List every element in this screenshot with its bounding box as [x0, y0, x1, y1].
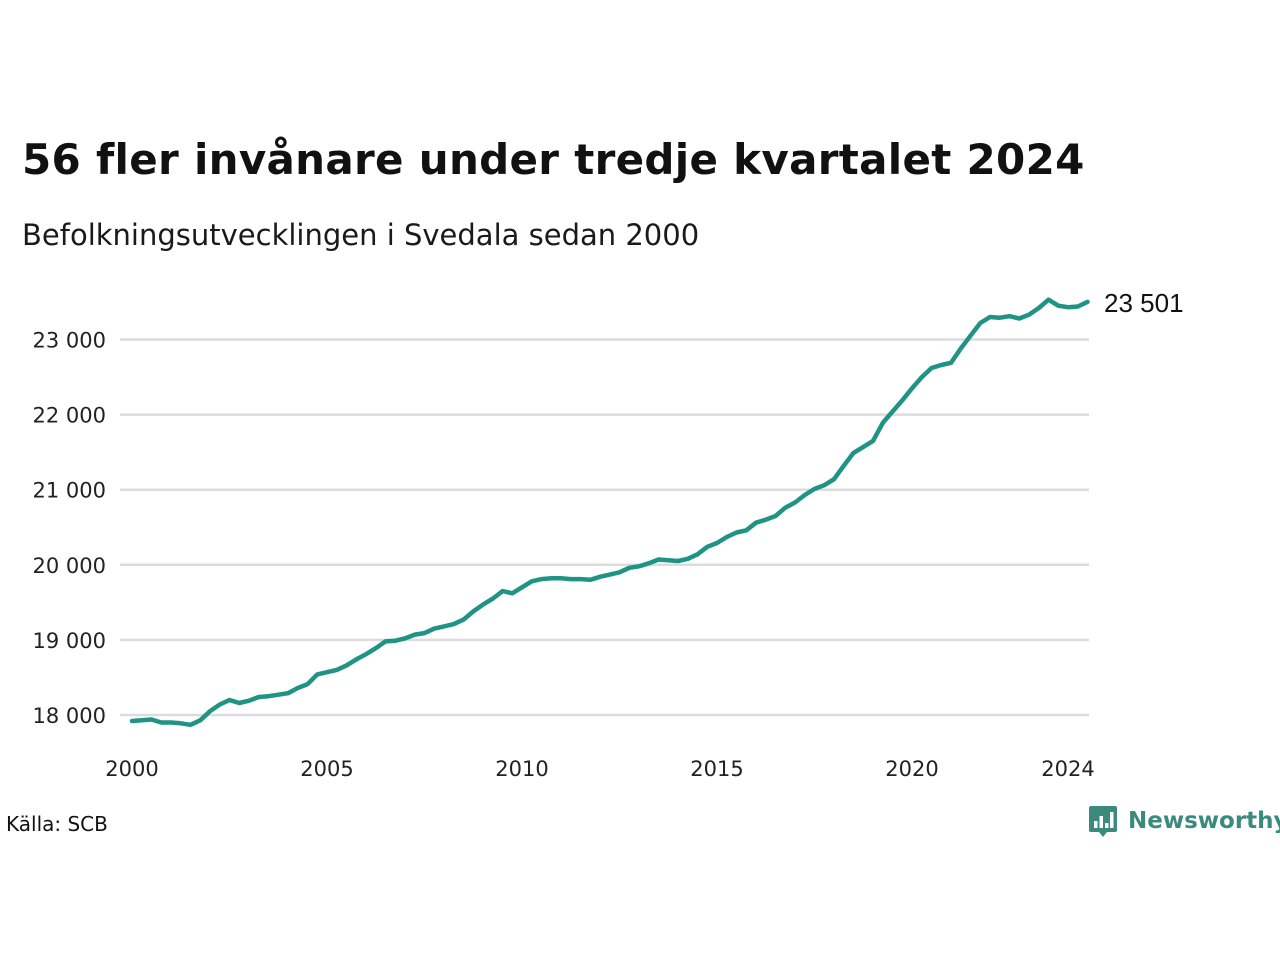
- x-tick-label: 2000: [105, 757, 158, 781]
- series-group: [129, 297, 1090, 728]
- y-tick-label: 23 000: [33, 329, 106, 353]
- newsworthy-logo-icon: [1089, 806, 1117, 837]
- source-note: Källa: SCB: [6, 812, 108, 836]
- line-chart: 18 000 19 000 20 000 21 000 22 000 23 000 200…: [33, 288, 1184, 781]
- y-axis: 18 000 19 000 20 000 21 000 22 000 23 000: [33, 329, 106, 729]
- brand-logo: Newsworthy: [1088, 804, 1280, 838]
- chart-title: 56 fler invånare under tredje kvartalet …: [22, 135, 1085, 184]
- y-tick-label: 21 000: [33, 479, 106, 503]
- x-tick-label: 2010: [495, 757, 548, 781]
- brand-name: Newsworthy: [1128, 808, 1280, 834]
- chart-subtitle: Befolkningsutvecklingen i Svedala sedan …: [22, 218, 700, 252]
- x-axis: 2000 2005 2010 2015 2020 2024: [105, 757, 1094, 781]
- x-tick-label: 2024: [1041, 757, 1094, 781]
- grid-lines: [120, 338, 1089, 717]
- y-tick-label: 19 000: [33, 629, 106, 653]
- y-tick-label: 22 000: [33, 404, 106, 428]
- x-tick-label: 2005: [300, 757, 353, 781]
- end-value-label: 23 501: [1104, 288, 1184, 318]
- x-tick-label: 2020: [885, 757, 938, 781]
- population-line: [129, 297, 1090, 728]
- x-tick-label: 2015: [690, 757, 743, 781]
- y-tick-label: 18 000: [33, 704, 106, 728]
- y-tick-label: 20 000: [33, 554, 106, 578]
